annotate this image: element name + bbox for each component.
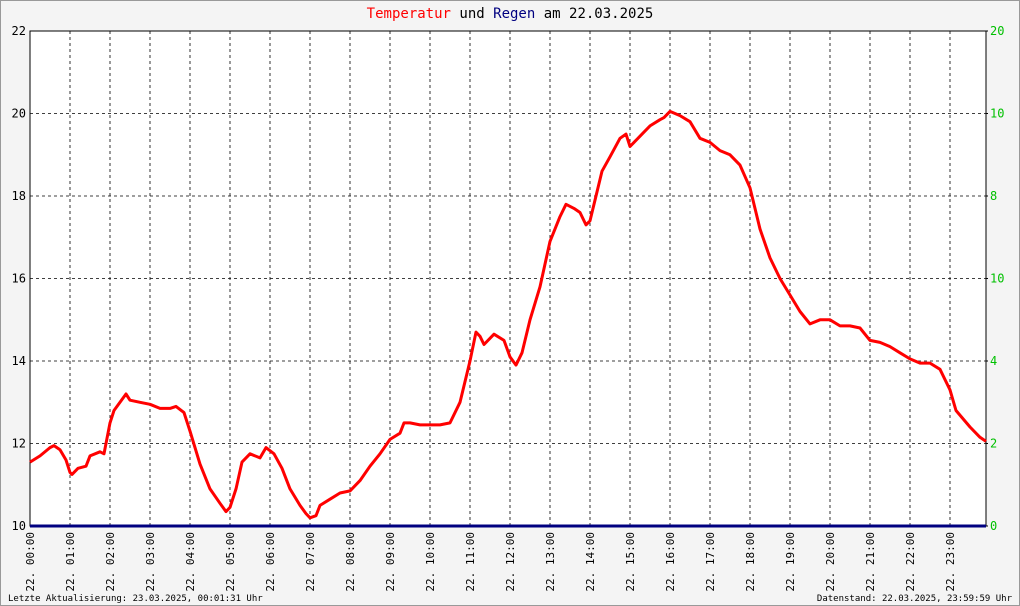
x-tick-label: 22. 17:00 bbox=[704, 532, 717, 592]
y-tick-label: 20 bbox=[12, 107, 26, 121]
title-temp: Temperatur bbox=[367, 6, 451, 22]
y2-tick-label: 4 bbox=[990, 354, 997, 368]
x-tick-label: 22. 22:00 bbox=[904, 532, 917, 592]
title-suffix: am 22.03.2025 bbox=[544, 6, 654, 22]
y-tick-label: 10 bbox=[12, 519, 26, 533]
x-tick-label: 22. 11:00 bbox=[464, 532, 477, 592]
x-tick-label: 22. 23:00 bbox=[944, 532, 957, 592]
x-tick-label: 22. 07:00 bbox=[304, 532, 317, 592]
footer-left: Letzte Aktualisierung: 23.03.2025, 00:01… bbox=[8, 594, 263, 604]
x-tick-label: 22. 18:00 bbox=[744, 532, 757, 592]
x-tick-label: 22. 09:00 bbox=[384, 532, 397, 592]
y2-tick-label: 8 bbox=[990, 189, 997, 203]
x-tick-label: 22. 04:00 bbox=[184, 532, 197, 592]
y2-tick-label: 10 bbox=[990, 272, 1004, 286]
x-tick-label: 22. 01:00 bbox=[64, 532, 77, 592]
title-connector: und bbox=[459, 6, 484, 22]
y-tick-label: 14 bbox=[12, 354, 26, 368]
series-line bbox=[29, 109, 987, 520]
footer-right: Datenstand: 22.03.2025, 23:59:59 Uhr bbox=[817, 594, 1013, 604]
x-tick-label: 22. 16:00 bbox=[664, 532, 677, 592]
y-tick-label: 22 bbox=[12, 24, 26, 38]
x-tick-label: 22. 02:00 bbox=[104, 532, 117, 592]
x-tick-label: 22. 12:00 bbox=[504, 532, 517, 592]
x-tick-label: 22. 19:00 bbox=[784, 532, 797, 592]
y2-tick-label: 0 bbox=[990, 519, 997, 533]
y2-tick-label: 2 bbox=[990, 437, 997, 451]
x-tick-label: 22. 15:00 bbox=[624, 532, 637, 592]
x-tick-label: 22. 14:00 bbox=[584, 532, 597, 592]
x-tick-label: 22. 03:00 bbox=[144, 532, 157, 592]
x-tick-label: 22. 13:00 bbox=[544, 532, 557, 592]
chart-title: Temperatur und Regen am 22.03.2025 bbox=[367, 6, 654, 22]
title-rain: Regen bbox=[493, 6, 535, 22]
x-tick-label: 22. 08:00 bbox=[344, 532, 357, 592]
y-tick-label: 12 bbox=[12, 437, 26, 451]
y2-tick-label: 10 bbox=[990, 107, 1004, 121]
x-tick-label: 22. 21:00 bbox=[864, 532, 877, 592]
plot-area bbox=[29, 30, 987, 527]
x-tick-label: 22. 10:00 bbox=[424, 532, 437, 592]
x-tick-label: 22. 05:00 bbox=[224, 532, 237, 592]
y-tick-label: 16 bbox=[12, 272, 26, 286]
x-tick-label: 22. 20:00 bbox=[824, 532, 837, 592]
x-tick-label: 22. 06:00 bbox=[264, 532, 277, 592]
y-tick-label: 18 bbox=[12, 189, 26, 203]
x-tick-label: 22. 00:00 bbox=[24, 532, 37, 592]
y2-tick-label: 20 bbox=[990, 24, 1004, 38]
